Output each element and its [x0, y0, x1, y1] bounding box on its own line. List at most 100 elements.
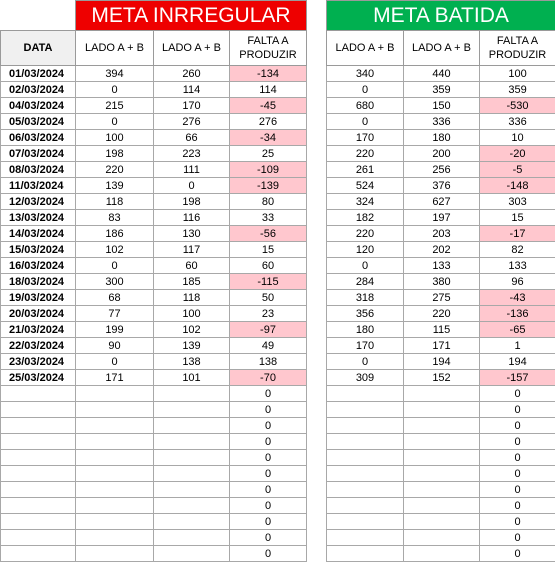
- date-cell[interactable]: 14/03/2024: [0, 225, 76, 242]
- falta-a-produzir-cell[interactable]: 15: [478, 209, 555, 226]
- date-cell[interactable]: 22/03/2024: [0, 337, 76, 354]
- meta-batida-title[interactable]: META BATIDA: [325, 0, 555, 31]
- lado-a-b-cell[interactable]: 180: [326, 321, 404, 338]
- lado-a-b-cell[interactable]: 220: [75, 161, 154, 178]
- lado-a-b-cell[interactable]: 185: [153, 273, 230, 290]
- lado-a-b-cell[interactable]: 197: [403, 209, 480, 226]
- falta-a-produzir-cell[interactable]: 0: [229, 497, 307, 514]
- falta-a-produzir-cell[interactable]: 0: [478, 433, 555, 450]
- date-cell[interactable]: 11/03/2024: [0, 177, 76, 194]
- lado-a-b-cell[interactable]: 138: [153, 353, 230, 370]
- lado-a-b-cell[interactable]: [326, 401, 404, 418]
- lado-a-b-column-header[interactable]: LADO A + B: [153, 30, 230, 66]
- lado-a-b-cell[interactable]: 198: [75, 145, 154, 162]
- falta-a-produzir-cell[interactable]: -134: [229, 65, 307, 82]
- lado-a-b-cell[interactable]: [403, 417, 480, 434]
- lado-a-b-cell[interactable]: 186: [75, 225, 154, 242]
- falta-a-produzir-cell[interactable]: 10: [478, 129, 555, 146]
- lado-a-b-cell[interactable]: [326, 465, 404, 482]
- date-cell[interactable]: 13/03/2024: [0, 209, 76, 226]
- date-cell[interactable]: 07/03/2024: [0, 145, 76, 162]
- falta-a-produzir-cell[interactable]: 194: [478, 353, 555, 370]
- falta-a-produzir-cell[interactable]: 0: [478, 497, 555, 514]
- lado-a-b-cell[interactable]: 170: [326, 129, 404, 146]
- falta-a-produzir-cell[interactable]: 0: [478, 417, 555, 434]
- lado-a-b-cell[interactable]: 376: [403, 177, 480, 194]
- lado-a-b-cell[interactable]: 171: [75, 369, 154, 386]
- lado-a-b-cell[interactable]: [153, 481, 230, 498]
- lado-a-b-cell[interactable]: 284: [326, 273, 404, 290]
- falta-a-produzir-cell[interactable]: -5: [478, 161, 555, 178]
- date-cell[interactable]: [0, 385, 76, 402]
- falta-a-produzir-cell[interactable]: 303: [478, 193, 555, 210]
- lado-a-b-cell[interactable]: [153, 497, 230, 514]
- lado-a-b-cell[interactable]: 150: [403, 97, 480, 114]
- lado-a-b-cell[interactable]: 0: [326, 81, 404, 98]
- lado-a-b-column-header[interactable]: LADO A + B: [403, 30, 480, 66]
- falta-a-produzir-cell[interactable]: 0: [478, 401, 555, 418]
- falta-a-produzir-cell[interactable]: 0: [229, 433, 307, 450]
- date-cell[interactable]: [0, 449, 76, 466]
- lado-a-b-cell[interactable]: 77: [75, 305, 154, 322]
- falta-a-produzir-cell[interactable]: 0: [229, 417, 307, 434]
- lado-a-b-cell[interactable]: [75, 449, 154, 466]
- lado-a-b-cell[interactable]: [326, 529, 404, 546]
- falta-a-produzir-cell[interactable]: 359: [478, 81, 555, 98]
- lado-a-b-cell[interactable]: [326, 385, 404, 402]
- date-cell[interactable]: [0, 401, 76, 418]
- date-cell[interactable]: 23/03/2024: [0, 353, 76, 370]
- falta-a-produzir-cell[interactable]: 82: [478, 241, 555, 258]
- lado-a-b-cell[interactable]: 0: [326, 353, 404, 370]
- date-cell[interactable]: 16/03/2024: [0, 257, 76, 274]
- lado-a-b-cell[interactable]: 215: [75, 97, 154, 114]
- lado-a-b-cell[interactable]: 114: [153, 81, 230, 98]
- falta-a-produzir-cell[interactable]: -97: [229, 321, 307, 338]
- falta-a-produzir-cell[interactable]: 1: [478, 337, 555, 354]
- lado-a-b-cell[interactable]: [153, 449, 230, 466]
- falta-a-produzir-cell[interactable]: 0: [229, 465, 307, 482]
- falta-a-produzir-cell[interactable]: 60: [229, 257, 307, 274]
- lado-a-b-cell[interactable]: 524: [326, 177, 404, 194]
- lado-a-b-cell[interactable]: [153, 545, 230, 562]
- lado-a-b-cell[interactable]: 680: [326, 97, 404, 114]
- lado-a-b-cell[interactable]: 202: [403, 241, 480, 258]
- lado-a-b-cell[interactable]: 117: [153, 241, 230, 258]
- falta-a-produzir-cell[interactable]: -157: [478, 369, 555, 386]
- lado-a-b-cell[interactable]: [326, 497, 404, 514]
- date-cell[interactable]: [0, 497, 76, 514]
- lado-a-b-cell[interactable]: 152: [403, 369, 480, 386]
- falta-a-produzir-cell[interactable]: -115: [229, 273, 307, 290]
- lado-a-b-cell[interactable]: [403, 513, 480, 530]
- lado-a-b-cell[interactable]: [75, 513, 154, 530]
- falta-a-produzir-column-header[interactable]: FALTA A PRODUZIR: [229, 30, 307, 66]
- lado-a-b-cell[interactable]: [326, 513, 404, 530]
- falta-a-produzir-cell[interactable]: -70: [229, 369, 307, 386]
- falta-a-produzir-cell[interactable]: 138: [229, 353, 307, 370]
- falta-a-produzir-cell[interactable]: -17: [478, 225, 555, 242]
- falta-a-produzir-cell[interactable]: 0: [478, 481, 555, 498]
- lado-a-b-cell[interactable]: [75, 529, 154, 546]
- lado-a-b-cell[interactable]: 324: [326, 193, 404, 210]
- falta-a-produzir-cell[interactable]: 336: [478, 113, 555, 130]
- falta-a-produzir-cell[interactable]: 0: [478, 545, 555, 562]
- falta-a-produzir-cell[interactable]: 0: [478, 513, 555, 530]
- falta-a-produzir-cell[interactable]: -530: [478, 97, 555, 114]
- lado-a-b-cell[interactable]: 203: [403, 225, 480, 242]
- falta-a-produzir-cell[interactable]: 276: [229, 113, 307, 130]
- lado-a-b-cell[interactable]: [326, 481, 404, 498]
- lado-a-b-column-header[interactable]: LADO A + B: [326, 30, 404, 66]
- date-column-header[interactable]: DATA: [0, 30, 76, 66]
- lado-a-b-cell[interactable]: 60: [153, 257, 230, 274]
- date-cell[interactable]: 06/03/2024: [0, 129, 76, 146]
- lado-a-b-cell[interactable]: 0: [75, 257, 154, 274]
- falta-a-produzir-cell[interactable]: -139: [229, 177, 307, 194]
- lado-a-b-cell[interactable]: [75, 545, 154, 562]
- falta-a-produzir-cell[interactable]: 25: [229, 145, 307, 162]
- lado-a-b-cell[interactable]: [326, 417, 404, 434]
- falta-a-produzir-cell[interactable]: 49: [229, 337, 307, 354]
- lado-a-b-cell[interactable]: 120: [326, 241, 404, 258]
- lado-a-b-cell[interactable]: 336: [403, 113, 480, 130]
- lado-a-b-cell[interactable]: [75, 433, 154, 450]
- lado-a-b-cell[interactable]: [326, 545, 404, 562]
- lado-a-b-cell[interactable]: 0: [326, 113, 404, 130]
